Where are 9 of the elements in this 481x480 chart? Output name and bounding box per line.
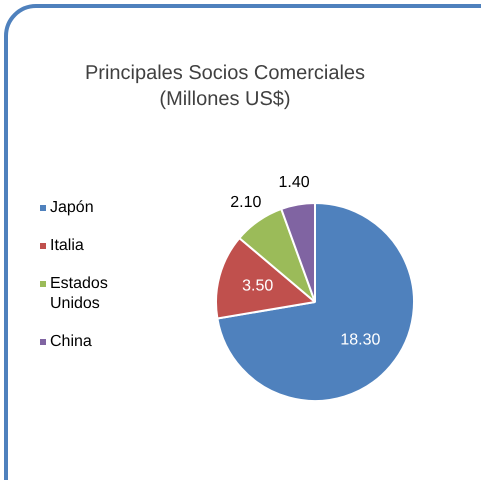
legend-label: Italia	[50, 236, 85, 256]
data-label: 18.30	[340, 332, 380, 349]
chart-title: Principales Socios Comerciales (Millones US$)	[84, 61, 366, 112]
legend-label: Estados Unidos	[50, 274, 109, 314]
data-label: 3.50	[242, 278, 274, 295]
data-label: 1.40	[278, 174, 310, 192]
legend-label: Japón	[50, 198, 95, 218]
data-label: 2.10	[230, 194, 262, 212]
legend-label: China	[50, 332, 93, 352]
